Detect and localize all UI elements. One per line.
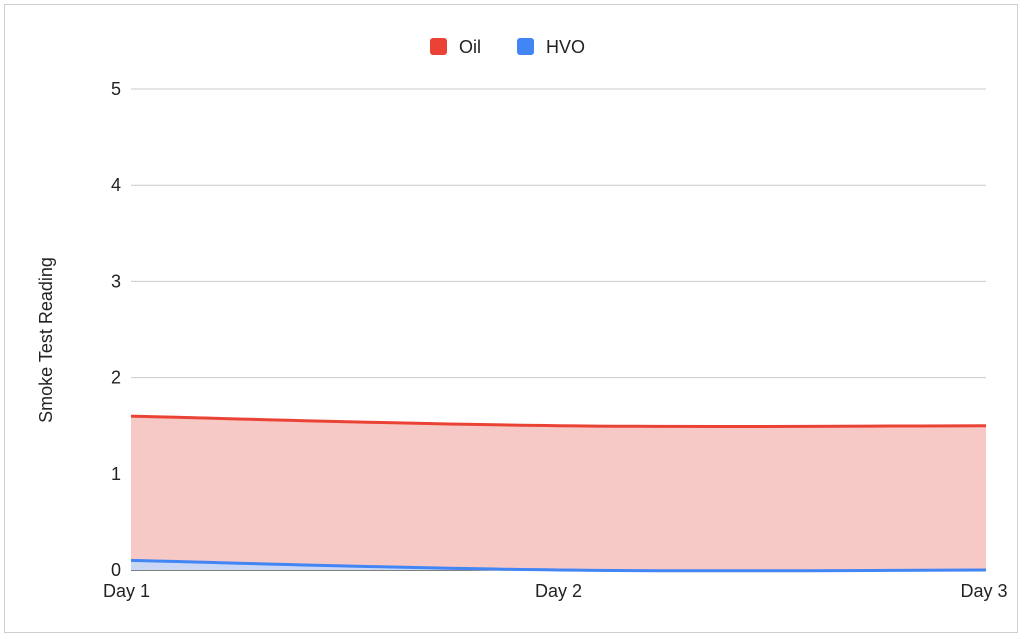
- x-tick-label: Day 3: [960, 581, 1007, 601]
- y-tick-label: 3: [111, 271, 121, 291]
- y-tick-label: 1: [111, 464, 121, 484]
- legend-label-hvo: HVO: [546, 37, 585, 57]
- x-axis-ticks: Day 1 Day 2 Day 3: [103, 581, 1008, 601]
- x-tick-label: Day 2: [535, 581, 582, 601]
- x-tick-label: Day 1: [103, 581, 150, 601]
- line-oil: [130, 414, 987, 429]
- series-lines: [130, 414, 987, 573]
- legend-label-oil: Oil: [459, 37, 481, 57]
- legend-swatch-oil: [430, 38, 447, 55]
- legend-swatch-hvo: [517, 38, 534, 55]
- legend: Oil HVO: [430, 37, 585, 57]
- y-tick-label: 2: [111, 368, 121, 388]
- y-tick-label: 4: [111, 175, 121, 195]
- area-oil: [131, 416, 986, 570]
- line-hvo: [130, 558, 987, 573]
- area-hvo: [131, 560, 986, 571]
- y-axis-ticks: 0 1 2 3 4 5: [111, 79, 121, 580]
- y-tick-label: 5: [111, 79, 121, 99]
- series-areas: [131, 416, 986, 571]
- y-tick-label: 0: [111, 560, 121, 580]
- y-axis-label: Smoke Test Reading: [36, 257, 56, 423]
